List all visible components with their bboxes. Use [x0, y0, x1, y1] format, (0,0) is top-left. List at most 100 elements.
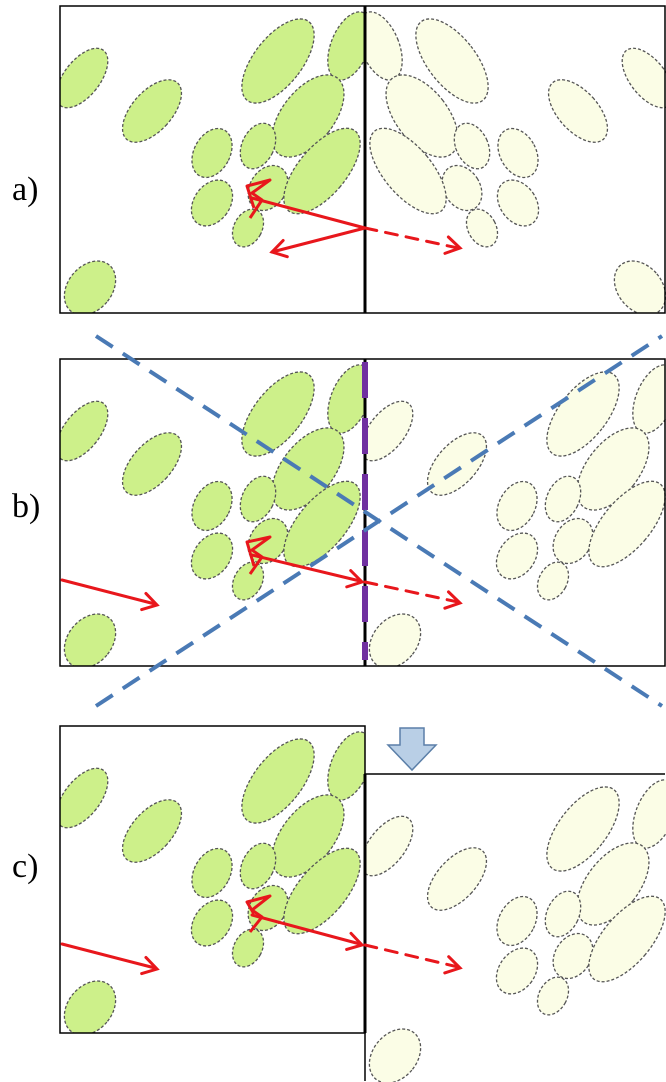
cell-ellipse: [368, 613, 422, 666]
cell-ellipse: [415, 18, 489, 104]
arrow-head: [269, 238, 289, 259]
arrow-head: [345, 931, 365, 951]
cell-ellipse: [231, 928, 265, 968]
cell-ellipse: [544, 890, 582, 938]
cell-ellipse: [283, 847, 361, 935]
cell-ellipse: [544, 475, 582, 523]
arrow-segment-dashed: [363, 226, 460, 250]
down-arrow-icon: [386, 727, 438, 772]
panel-b-left-cells: [60, 364, 365, 666]
scatter-path: [245, 894, 272, 933]
cell-ellipse: [121, 432, 183, 496]
cell-ellipse: [63, 613, 117, 666]
cell-ellipse: [496, 480, 538, 532]
cell-ellipse: [239, 842, 277, 890]
cell-ellipse: [365, 11, 403, 81]
arrow-head: [140, 591, 160, 612]
arrow-segment-dashed: [363, 943, 460, 969]
cell-ellipse: [63, 260, 117, 313]
panel-a-left-cells: [60, 11, 365, 313]
cell-ellipse: [588, 895, 666, 983]
cell-ellipse: [365, 815, 414, 877]
arrow-segment: [250, 196, 367, 230]
panel-a-frame: [59, 5, 666, 314]
cell-ellipse: [190, 179, 234, 227]
cell-ellipse: [191, 480, 233, 532]
projection-line-ascending: [94, 334, 664, 708]
cell-ellipse: [496, 179, 540, 227]
panel-b-right-cells: [365, 364, 666, 666]
cell-ellipse: [190, 899, 234, 947]
cell-ellipse: [60, 47, 109, 109]
cell-ellipse: [496, 895, 538, 947]
cell-ellipse: [271, 74, 345, 158]
cell-ellipse: [190, 532, 234, 580]
cell-ellipse: [327, 11, 365, 81]
cell-ellipse: [239, 475, 277, 523]
cell-ellipse: [546, 786, 620, 872]
cell-ellipse: [495, 532, 539, 580]
cell-ellipse: [271, 794, 345, 878]
cell-ellipse: [369, 127, 447, 215]
cell-ellipse: [497, 127, 539, 179]
cell-ellipse: [588, 480, 666, 568]
panel-label-c: c): [12, 848, 38, 885]
panel-c-right-cells: [365, 779, 666, 1082]
arrow-head: [345, 569, 365, 589]
cell-ellipse: [60, 767, 109, 829]
arrow-segment: [60, 942, 157, 970]
arrow-segment: [60, 578, 157, 606]
cell-ellipse: [241, 371, 315, 457]
arrow-segment: [250, 913, 362, 946]
cell-ellipse: [191, 127, 233, 179]
cell-ellipse: [536, 561, 570, 601]
arrow-head: [443, 590, 463, 610]
cell-ellipse: [621, 47, 666, 109]
cell-ellipse: [191, 847, 233, 899]
scatter-path: [245, 178, 272, 219]
arrow-head: [140, 955, 160, 976]
panel-b-arrows: [60, 535, 463, 612]
arrow-head: [443, 235, 463, 255]
cell-ellipse: [546, 371, 620, 457]
panel-a-right-cells: [365, 11, 666, 313]
cell-ellipse: [453, 122, 491, 170]
cell-ellipse: [613, 260, 666, 313]
panel-label-a: a): [12, 171, 38, 208]
cell-ellipse: [60, 400, 109, 462]
cell-ellipse: [632, 364, 666, 434]
panel-label-b: b): [12, 488, 40, 525]
panel-c-left-cells: [60, 731, 365, 1033]
cell-ellipse: [239, 122, 277, 170]
panel-c-arrows: [60, 894, 463, 976]
cell-ellipse: [426, 847, 488, 911]
cell-ellipse: [465, 208, 499, 248]
panel-a-arrows: [245, 178, 463, 259]
cell-ellipse: [632, 779, 666, 849]
cell-ellipse: [368, 1028, 422, 1082]
cell-ellipse: [385, 74, 459, 158]
cell-ellipse: [283, 127, 361, 215]
cell-ellipse: [536, 976, 570, 1016]
cell-ellipse: [426, 432, 488, 496]
scatter-path: [245, 535, 272, 575]
cell-ellipse: [121, 79, 183, 143]
cell-ellipse: [547, 79, 609, 143]
arrow-head: [443, 955, 463, 975]
arrow-segment-dashed: [363, 580, 460, 604]
cell-ellipse: [231, 208, 265, 248]
cell-ellipse: [121, 799, 183, 863]
cell-ellipse: [271, 427, 345, 511]
cell-ellipse: [576, 842, 650, 926]
cell-ellipse: [327, 731, 365, 801]
cell-ellipse: [495, 947, 539, 995]
cell-ellipse: [63, 980, 117, 1033]
arrow-segment: [270, 226, 367, 254]
cell-ellipse: [241, 738, 315, 824]
panel-b-frame: [59, 358, 666, 667]
arrow-segment: [250, 553, 362, 583]
cell-ellipse: [241, 18, 315, 104]
cell-ellipse: [576, 427, 650, 511]
